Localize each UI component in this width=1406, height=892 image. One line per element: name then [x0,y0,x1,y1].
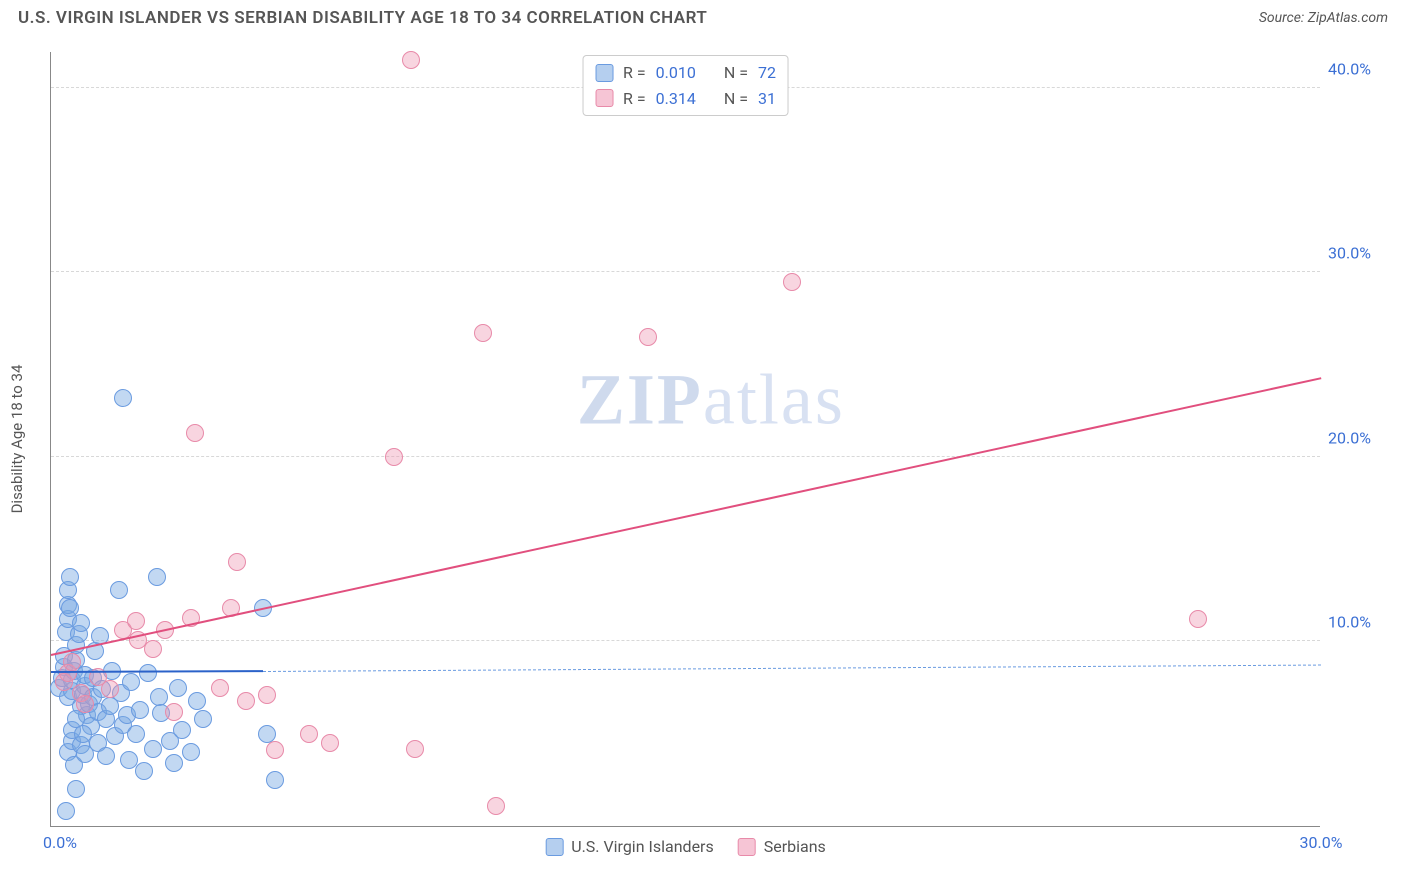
data-point [228,553,246,571]
data-point [144,640,162,658]
data-point [173,721,191,739]
y-axis-label: Disability Age 18 to 34 [8,365,26,514]
r-label: R = [623,60,646,86]
data-point [76,745,94,763]
data-point [182,743,200,761]
legend-swatch [545,838,563,856]
gridline [51,456,1320,457]
data-point [402,51,420,69]
data-point [57,802,75,820]
data-point [139,664,157,682]
data-point [258,686,276,704]
data-point [321,734,339,752]
legend-stat-row: R = 0.010 N = 72 [595,60,776,86]
gridline [51,271,1320,272]
data-point [169,679,187,697]
data-point [406,740,424,758]
data-point [144,740,162,758]
n-value: 72 [758,60,776,86]
watermark: ZIPatlas [577,359,845,442]
data-point [165,754,183,772]
r-value: 0.010 [656,60,696,86]
data-point [211,679,229,697]
data-point [639,328,657,346]
data-point [97,747,115,765]
regression-line-extrapolated [263,664,1321,671]
data-point [67,780,85,798]
x-tick-label: 30.0% [1300,833,1343,852]
watermark-light: atlas [703,360,845,440]
data-point [76,695,94,713]
data-point [72,614,90,632]
data-point [122,673,140,691]
gridline [51,640,1320,641]
data-point [148,568,166,586]
r-value: 0.314 [656,86,696,112]
data-point [266,741,284,759]
x-tick-label: 0.0% [43,833,77,852]
data-point [135,762,153,780]
data-point [127,725,145,743]
legend-swatch [595,64,613,82]
data-point [300,725,318,743]
data-point [783,273,801,291]
y-tick-label: 30.0% [1328,244,1388,263]
data-point [131,701,149,719]
data-point [150,688,168,706]
n-value: 31 [758,86,776,112]
data-point [110,581,128,599]
source-label: Source: ZipAtlas.com [1259,10,1388,26]
n-label: N = [724,86,748,112]
legend-label: U.S. Virgin Islanders [571,837,714,856]
legend-series: U.S. Virgin Islanders Serbians [545,837,826,856]
regression-line [51,670,263,673]
data-point [127,612,145,630]
data-point [165,703,183,721]
data-point [186,424,204,442]
data-point [188,692,206,710]
data-point [194,710,212,728]
legend-label: Serbians [764,837,826,856]
chart-header: U.S. VIRGIN ISLANDER VS SERBIAN DISABILI… [0,0,1406,32]
legend-item: Serbians [738,837,826,856]
y-tick-label: 20.0% [1328,428,1388,447]
legend-stats: R = 0.010 N = 72 R = 0.314 N = 31 [582,55,789,116]
data-point [101,680,119,698]
data-point [237,692,255,710]
data-point [74,725,92,743]
y-tick-label: 40.0% [1328,59,1388,78]
data-point [1189,610,1207,628]
data-point [258,725,276,743]
r-label: R = [623,86,646,112]
data-point [61,599,79,617]
regression-line [51,377,1321,656]
legend-swatch [595,89,613,107]
legend-swatch [738,838,756,856]
data-point [61,568,79,586]
data-point [266,771,284,789]
data-point [63,653,81,671]
scatter-chart: ZIPatlas Disability Age 18 to 34 R =0.01… [50,52,1320,827]
watermark-bold: ZIP [577,360,703,440]
data-point [385,448,403,466]
n-label: N = [724,60,748,86]
y-tick-label: 10.0% [1328,613,1388,632]
data-point [114,389,132,407]
data-point [474,324,492,342]
legend-stat-row: R = 0.314 N = 31 [595,86,776,112]
chart-title: U.S. VIRGIN ISLANDER VS SERBIAN DISABILI… [18,8,707,28]
legend-item: U.S. Virgin Islanders [545,837,714,856]
data-point [487,797,505,815]
